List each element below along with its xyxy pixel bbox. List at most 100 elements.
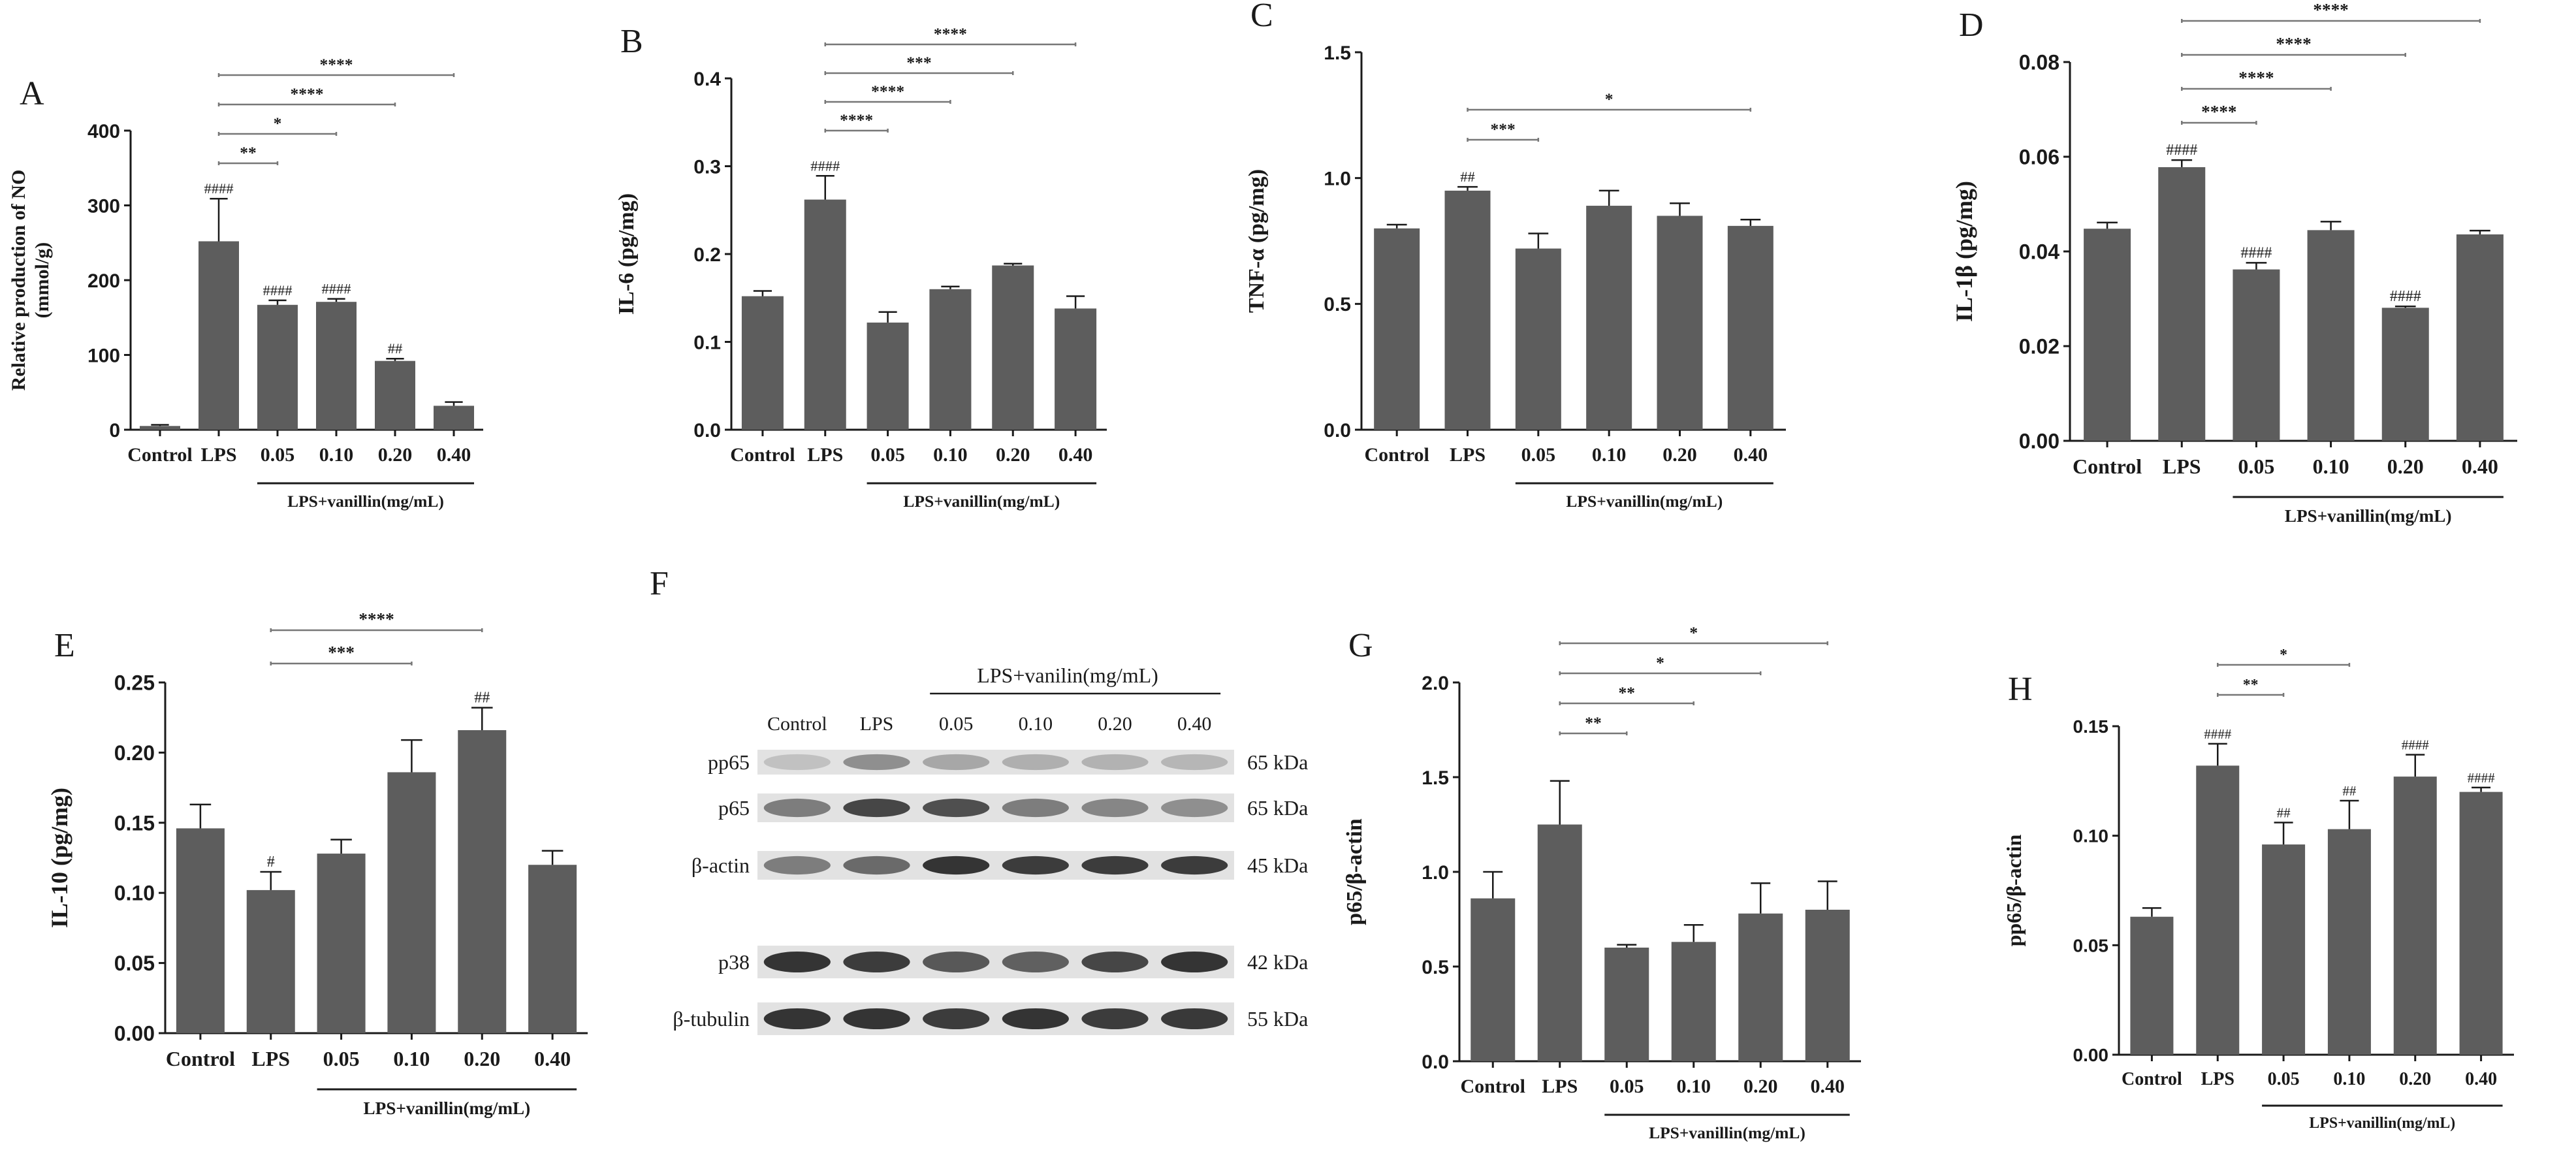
x-tick-label: 0.10 [2313, 455, 2349, 478]
blot-band [1081, 754, 1149, 771]
blot-row-label: β-tubulin [673, 1007, 750, 1031]
blot-strip [757, 946, 1234, 978]
blot-band [1161, 856, 1228, 875]
blot-band [763, 754, 831, 771]
y-tick-label: 0.0 [1324, 420, 1351, 441]
blot-band [1002, 798, 1069, 818]
bar [2327, 829, 2371, 1055]
x-tick-label: LPS [807, 444, 843, 466]
x-tick-label: 0.40 [1734, 444, 1768, 466]
x-tick-label: LPS [2201, 1069, 2234, 1089]
bar [1738, 913, 1783, 1061]
bar [2456, 234, 2504, 441]
significance-hash: # [267, 854, 275, 871]
y-tick-label: 2.0 [1422, 673, 1449, 694]
x-tick-label: 0.05 [323, 1047, 360, 1070]
blot-header: LPS+vanilin(mg/mL) [977, 664, 1158, 687]
bar [2196, 765, 2240, 1055]
panel-H: H0.000.050.100.15pp65/β-actinControl####… [2002, 647, 2514, 1132]
blot-kda-label: 65 kDa [1247, 750, 1308, 774]
treatment-label: LPS+vanillin(mg/mL) [287, 492, 444, 511]
y-tick-label: 0.00 [114, 1022, 155, 1046]
panel-A: A 0 100 200 300 400 Relative production of NO(… [8, 55, 483, 511]
bar [199, 241, 239, 430]
blot-kda-label: 55 kDa [1247, 1007, 1308, 1031]
y-tick-label: 0.5 [1422, 957, 1449, 978]
y-tick-label: 0.4 [693, 69, 721, 90]
significance-stars: *** [1491, 120, 1516, 138]
y-tick-label: 0.00 [2019, 430, 2059, 453]
y-tick-label: 1.0 [1422, 862, 1449, 884]
lane-label: 0.05 [939, 713, 974, 735]
significance-stars: * [1689, 623, 1698, 642]
significance-stars: **** [358, 609, 394, 629]
panel-label: E [54, 627, 75, 664]
blot-band [1081, 952, 1149, 972]
blot-band [923, 952, 990, 972]
significance-hash: ## [388, 340, 403, 357]
blot-band [763, 952, 831, 972]
bar [1515, 248, 1561, 430]
x-tick-label: 0.05 [870, 444, 905, 466]
panel-F: F LPS+vanilin(mg/mL) Control LPS 0.05 0.10 0.2… [650, 565, 1308, 1035]
blot-kda-label: 65 kDa [1247, 796, 1308, 820]
lane-label: 0.20 [1098, 713, 1132, 735]
y-tick-label: 0.15 [2073, 716, 2109, 737]
x-tick-label: 0.20 [464, 1047, 500, 1070]
y-axis-label: IL-6 (pg/mg) [614, 193, 639, 315]
x-tick-label: LPS [200, 444, 236, 466]
y-tick-label: 400 [87, 121, 120, 142]
y-tick-label: 0.04 [2019, 240, 2059, 264]
x-tick-label: Control [730, 444, 795, 466]
blot-band [923, 1008, 990, 1029]
x-tick-label: 0.20 [996, 444, 1030, 466]
y-tick-label: 0.06 [2019, 146, 2059, 169]
bar [317, 854, 366, 1033]
x-tick-label: LPS [251, 1047, 290, 1070]
y-tick-label: 0.5 [1324, 294, 1351, 315]
blot-band [1161, 952, 1228, 972]
treatment-label: LPS+vanillin(mg/mL) [1566, 492, 1723, 511]
bar [1374, 228, 1420, 430]
bar [528, 865, 577, 1033]
significance-stars: * [1605, 89, 1614, 108]
y-tick-label: 200 [87, 270, 120, 292]
x-tick-label: 0.40 [2465, 1069, 2497, 1089]
x-tick-label: 0.05 [2268, 1069, 2300, 1089]
x-tick-label: Control [166, 1047, 235, 1070]
blot-band [1002, 754, 1069, 771]
blot-band [1081, 798, 1149, 818]
significance-stars: * [2280, 647, 2287, 664]
bar [458, 730, 507, 1033]
x-tick-label: 0.05 [261, 444, 295, 466]
blot-band [1161, 798, 1228, 818]
y-tick-label: 0.20 [114, 741, 155, 765]
panel-E: E 0.00 0.05 0.10 0.15 0.20 0.25 IL-10 (pg/mg) Co… [46, 609, 588, 1118]
bar [1604, 948, 1649, 1061]
x-tick-label: 0.20 [2387, 455, 2424, 478]
significance-hash: #### [204, 180, 234, 197]
bar [176, 828, 225, 1033]
treatment-label: LPS+vanillin(mg/mL) [1649, 1123, 1805, 1142]
x-tick-label: 0.20 [1662, 444, 1697, 466]
blot-row-label: pp65 [708, 750, 750, 774]
y-tick-label: 0.00 [2073, 1045, 2109, 1065]
blot-band [1002, 1008, 1069, 1029]
lane-label: 0.40 [1177, 713, 1212, 735]
blot-band [763, 1008, 831, 1029]
bar [2381, 308, 2429, 441]
y-tick-label: 300 [87, 195, 120, 217]
x-tick-label: 0.10 [393, 1047, 430, 1070]
bar [741, 296, 784, 430]
bar [2262, 844, 2306, 1055]
significance-hash: ## [1460, 168, 1475, 185]
significance-hash: #### [263, 282, 293, 298]
y-tick-label: 100 [87, 345, 120, 366]
x-tick-label: LPS [1450, 444, 1486, 466]
y-tick-label: 0.0 [693, 420, 721, 441]
x-tick-label: 0.20 [2399, 1069, 2431, 1089]
x-tick-label: 0.20 [378, 444, 413, 466]
panel-label: G [1348, 627, 1373, 664]
significance-stars: ** [1585, 713, 1602, 732]
significance-hash: #### [2166, 142, 2197, 159]
